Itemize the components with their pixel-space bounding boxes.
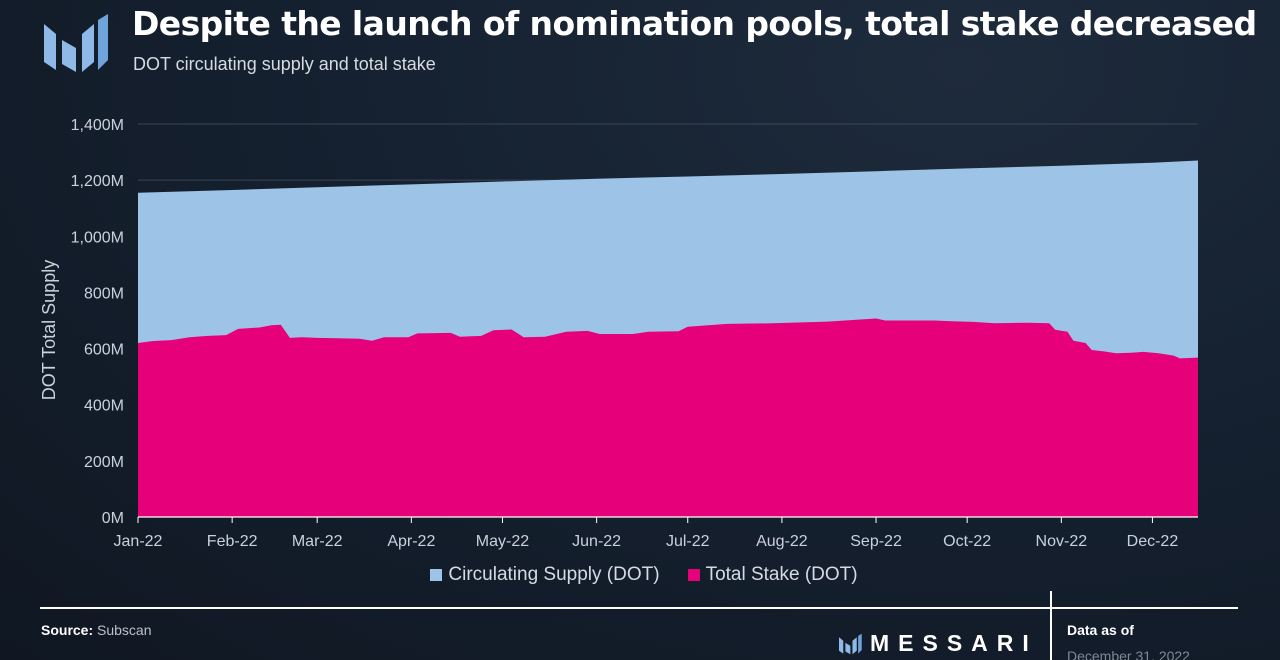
x-tick-label: Feb-22	[207, 533, 258, 550]
legend-item-supply[interactable]: Circulating Supply (DOT)	[430, 564, 660, 586]
legend-item-stake[interactable]: Total Stake (DOT)	[687, 564, 858, 586]
y-tick-label: 1,200M	[71, 173, 124, 190]
chart-legend: Circulating Supply (DOT) Total Stake (DO…	[0, 564, 1280, 586]
area-total-stake	[138, 318, 1198, 517]
source-note: Source: Subscan	[41, 622, 152, 638]
y-tick-label: 1,000M	[71, 229, 124, 246]
x-tick-label: Oct-22	[943, 533, 991, 550]
axes: 0M 200M 400M 600M 800M 1,000M 1,200M 1,400M Jan-…	[71, 117, 1198, 550]
x-tick-label: Sep-22	[850, 533, 902, 550]
footer-divider-horizontal	[40, 607, 1238, 609]
y-tick-label: 800M	[84, 285, 124, 302]
area-series	[138, 160, 1198, 517]
y-tick-label: 400M	[84, 398, 124, 415]
footer-divider-vertical	[1050, 591, 1052, 660]
legend-swatch-supply	[430, 569, 443, 581]
y-tick-label: 200M	[84, 454, 124, 471]
brand-wordmark: MESSARI	[870, 630, 1038, 656]
x-tick-label: Mar-22	[292, 533, 343, 550]
legend-label-stake: Total Stake (DOT)	[705, 564, 858, 585]
messari-brand: MESSARI	[838, 630, 1038, 657]
x-tick-label: Nov-22	[1036, 533, 1088, 550]
x-tick-label: Apr-22	[387, 533, 435, 550]
x-tick-label: Jul-22	[666, 533, 710, 550]
source-label: Source:	[41, 622, 94, 638]
chart-subtitle: DOT circulating supply and total stake	[133, 54, 436, 74]
x-tick-label: Jan-22	[114, 533, 163, 550]
area-chart: 0M 200M 400M 600M 800M 1,000M 1,200M 1,400M Jan-…	[39, 117, 1198, 550]
x-tick-label: May-22	[476, 533, 529, 550]
data-as-of-date: December 31, 2022	[1067, 648, 1190, 660]
messari-logo-icon	[44, 14, 108, 72]
y-axis-label: DOT Total Supply	[39, 260, 59, 400]
chart-title: Despite the launch of nomination pools, …	[132, 4, 1257, 43]
legend-label-supply: Circulating Supply (DOT)	[448, 564, 660, 585]
y-tick-label: 600M	[84, 342, 124, 359]
messari-mark-icon	[839, 633, 862, 654]
x-tick-label: Dec-22	[1127, 533, 1179, 550]
x-tick-label: Jun-22	[572, 533, 621, 550]
x-tick-label: Aug-22	[756, 533, 808, 550]
data-as-of-label: Data as of	[1067, 622, 1134, 638]
y-tick-label: 1,400M	[71, 117, 124, 134]
source-value: Subscan	[97, 622, 152, 638]
y-tick-label: 0M	[102, 510, 124, 527]
legend-swatch-stake	[687, 569, 700, 581]
